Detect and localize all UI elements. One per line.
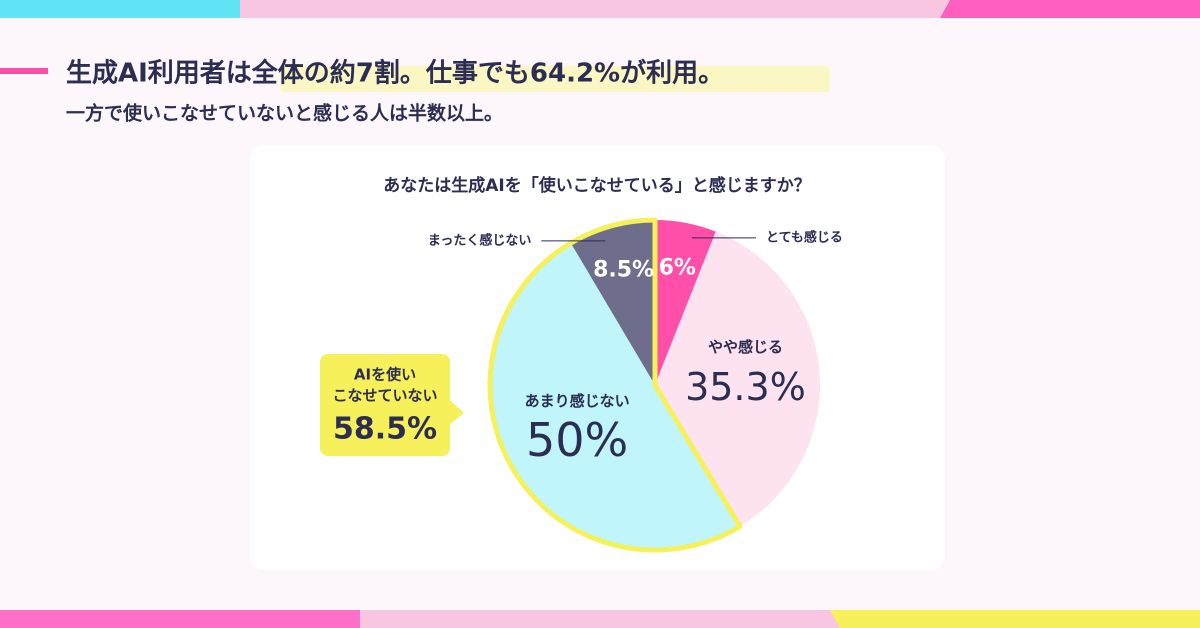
callout-text: こなせていない [332,387,437,405]
stripe [0,0,240,18]
group-outline [487,217,743,553]
pie-slice [655,220,716,385]
stripe [0,610,360,628]
stripe [940,0,1200,18]
value-label: 6% [659,255,696,280]
pie-slice [570,220,655,385]
stripe [240,0,960,18]
callout-value: 58.5% [333,412,437,447]
page-title: 生成AI利用者は全体の約7割。仕事でも64.2%が利用。 [66,58,724,89]
accent [0,68,48,74]
value-label: 35.3% [685,365,806,409]
category-label: やや感じる [708,338,783,356]
stripe [360,610,840,628]
category-label: まったく感じない [428,232,531,248]
category-label: あまり感じない [525,392,630,410]
value-label: 50% [526,413,628,467]
callout-box [320,354,464,456]
pie-slice [489,243,741,551]
highlight [280,66,830,92]
page-subtitle: 一方で使いこなせていないと感じる人は半数以上。 [66,102,503,125]
stripe [830,610,1200,628]
chart-title: あなたは生成AIを「使いこなせている」と感じますか？ [383,175,810,196]
callout-text: AIを使い [354,366,416,384]
value-label: 8.5% [593,257,654,282]
category-label: とても感じる [766,229,843,245]
